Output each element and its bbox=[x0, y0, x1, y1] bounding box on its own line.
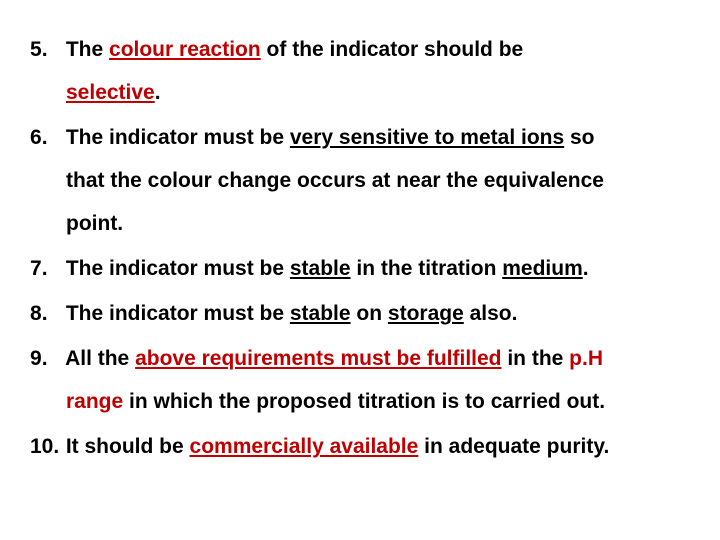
text: of the indicator should be bbox=[261, 38, 524, 61]
text: on bbox=[351, 302, 388, 325]
list-item: The indicator must be stable in the titr… bbox=[22, 247, 698, 290]
continuation: selective. bbox=[60, 71, 698, 114]
text: The indicator must be bbox=[66, 257, 290, 280]
text: so bbox=[564, 126, 594, 149]
text: . bbox=[583, 257, 589, 280]
list-item: The colour reaction of the indicator sho… bbox=[22, 28, 698, 114]
highlight-underline: storage bbox=[388, 302, 464, 325]
highlight-red: p.H bbox=[569, 347, 603, 370]
highlight-red: range bbox=[66, 390, 123, 413]
highlight-red-underline: colour reaction bbox=[109, 38, 261, 61]
list-item: The indicator must be very sensitive to … bbox=[22, 116, 698, 245]
highlight-underline: stable bbox=[290, 257, 351, 280]
text: . bbox=[155, 81, 161, 104]
highlight-red-underline: commercially available bbox=[190, 435, 419, 458]
list-item: The indicator must be stable on storage … bbox=[22, 292, 698, 335]
continuation: range in which the proposed titration is… bbox=[60, 380, 698, 423]
highlight-underline: stable bbox=[290, 302, 351, 325]
text: All the bbox=[65, 347, 135, 370]
highlight-underline: very sensitive to metal ions bbox=[290, 126, 564, 149]
text: in the bbox=[502, 347, 570, 370]
text: The indicator must be bbox=[66, 126, 290, 149]
text: in the titration bbox=[351, 257, 503, 280]
slide-body: The colour reaction of the indicator sho… bbox=[0, 0, 720, 540]
text: in adequate purity. bbox=[418, 435, 609, 458]
highlight-red-underline: above requirements must be fulfilled bbox=[135, 347, 501, 370]
highlight-underline: medium bbox=[502, 257, 583, 280]
text: The indicator must be bbox=[66, 302, 290, 325]
continuation: that the colour change occurs at near th… bbox=[60, 159, 698, 202]
text: The bbox=[66, 38, 109, 61]
continuation: point. bbox=[60, 202, 698, 245]
highlight-red-underline: selective bbox=[66, 81, 155, 104]
requirements-list: The colour reaction of the indicator sho… bbox=[22, 28, 698, 468]
list-item: All the above requirements must be fulfi… bbox=[22, 337, 698, 423]
list-item: It should be commercially available in a… bbox=[22, 425, 698, 468]
text: also. bbox=[464, 302, 518, 325]
text: It should be bbox=[66, 435, 190, 458]
text: in which the proposed titration is to ca… bbox=[123, 390, 605, 413]
